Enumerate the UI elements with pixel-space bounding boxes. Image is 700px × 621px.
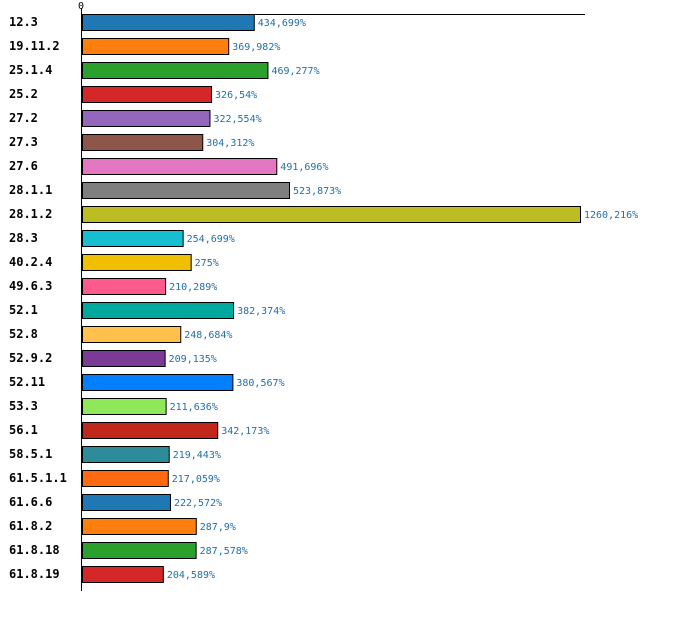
bar <box>82 14 255 31</box>
category-label: 61.5.1.1 <box>9 471 67 485</box>
bar <box>82 374 234 391</box>
value-label: 469,277% <box>271 66 319 77</box>
category-label: 25.1.4 <box>9 63 52 77</box>
value-label: 304,312% <box>206 138 254 149</box>
bar <box>82 38 230 55</box>
bar <box>82 398 167 415</box>
value-label: 326,54% <box>215 90 257 101</box>
bar <box>82 158 278 175</box>
value-label: 222,572% <box>174 498 222 509</box>
bar <box>82 206 581 223</box>
value-label: 217,059% <box>172 474 220 485</box>
category-label: 19.11.2 <box>9 39 60 53</box>
category-label: 61.8.18 <box>9 543 60 557</box>
bar <box>82 566 164 583</box>
value-label: 287,9% <box>200 522 236 533</box>
bar <box>82 494 171 511</box>
value-label: 523,873% <box>293 186 341 197</box>
value-label: 491,696% <box>280 162 328 173</box>
bar <box>82 446 170 463</box>
category-label: 53.3 <box>9 399 38 413</box>
category-label: 28.1.2 <box>9 207 52 221</box>
bar <box>82 470 169 487</box>
category-label: 25.2 <box>9 87 38 101</box>
category-label: 58.5.1 <box>9 447 52 461</box>
bar <box>82 542 197 559</box>
value-label: 254,699% <box>187 234 235 245</box>
category-label: 27.3 <box>9 135 38 149</box>
bar <box>82 182 291 199</box>
bar <box>82 302 235 319</box>
category-label: 61.6.6 <box>9 495 52 509</box>
value-label: 1260,216% <box>584 210 638 221</box>
x-tick-label: 0 <box>78 1 84 12</box>
category-label: 49.6.3 <box>9 279 52 293</box>
category-label: 12.3 <box>9 15 38 29</box>
category-label: 52.1 <box>9 303 38 317</box>
bar <box>82 86 213 103</box>
value-label: 210,289% <box>169 282 217 293</box>
value-label: 342,173% <box>221 426 269 437</box>
bar <box>82 422 219 439</box>
category-label: 27.2 <box>9 111 38 125</box>
value-label: 219,443% <box>173 450 221 461</box>
category-label: 28.3 <box>9 231 38 245</box>
bar <box>82 350 166 367</box>
value-label: 287,578% <box>200 546 248 557</box>
bars-layer: 12.3 434,699% 19.11.2 369,982% 25.1.4 469,277… <box>9 14 638 583</box>
value-label: 275% <box>195 258 219 269</box>
value-label: 369,982% <box>232 42 280 53</box>
category-label: 61.8.19 <box>9 567 60 581</box>
category-label: 61.8.2 <box>9 519 52 533</box>
value-label: 380,567% <box>236 378 284 389</box>
value-label: 382,374% <box>237 306 285 317</box>
category-label: 40.2.4 <box>9 255 52 269</box>
category-label: 28.1.1 <box>9 183 52 197</box>
value-label: 322,554% <box>213 114 261 125</box>
bar <box>82 134 204 151</box>
bar <box>82 254 192 271</box>
bar <box>82 230 184 247</box>
value-label: 211,636% <box>170 402 218 413</box>
value-label: 204,589% <box>167 570 215 581</box>
bar <box>82 278 167 295</box>
bar <box>82 518 197 535</box>
category-label: 52.11 <box>9 375 45 389</box>
value-label: 209,135% <box>169 354 217 365</box>
category-label: 56.1 <box>9 423 38 437</box>
category-label: 27.6 <box>9 159 38 173</box>
category-label: 52.8 <box>9 327 38 341</box>
value-label: 434,699% <box>258 18 306 29</box>
bar <box>82 110 211 127</box>
category-label: 52.9.2 <box>9 351 52 365</box>
value-label: 248,684% <box>184 330 232 341</box>
bar <box>82 326 182 343</box>
bar <box>82 62 269 79</box>
